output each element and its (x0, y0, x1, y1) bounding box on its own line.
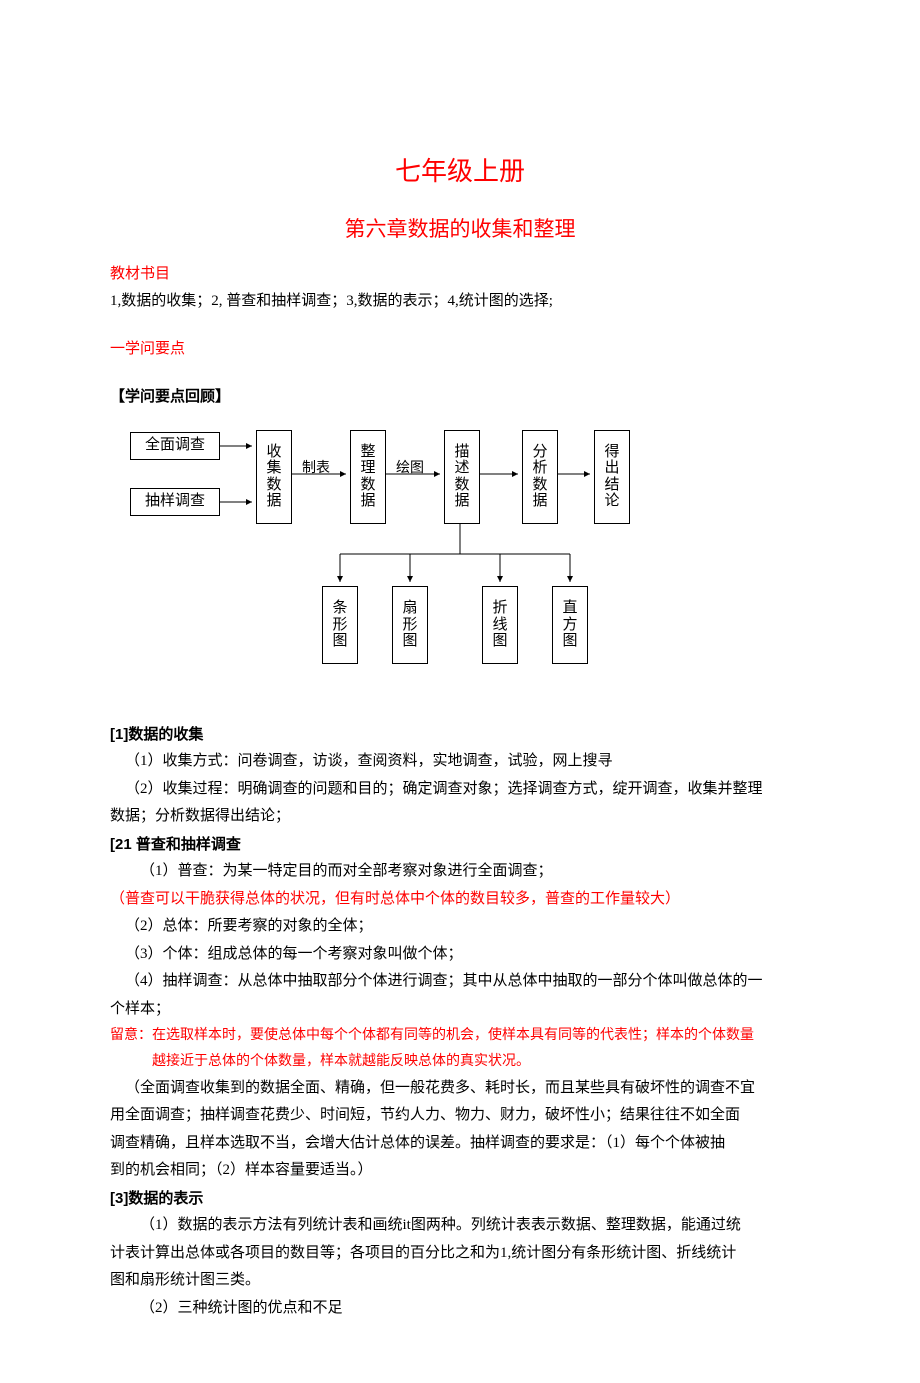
p-census-4a: （4）抽样调查：从总体中抽取部分个体进行调查；其中从总体中抽取的一部分个体叫做总… (110, 969, 810, 995)
fc-node-describe: 描 述 数 据 (444, 430, 480, 524)
fc-edge-label-draw: 绘图 (396, 457, 424, 481)
h-data-represent: [3]数据的表示 (110, 1186, 810, 1212)
p-census-3: （3）个体：组成总体的每一个考察对象叫做个体； (110, 942, 810, 968)
fc-edge-label-table: 制表 (302, 457, 330, 481)
p-rep-2: （2）三种统计图的优点和不足 (110, 1296, 810, 1322)
flowchart-arrows (130, 424, 730, 704)
p-compare-d: 到的机会相同；（2）样本容量要适当。） (110, 1158, 810, 1184)
p-census-2: （2）总体：所要考察的对象的全体； (110, 914, 810, 940)
p-note-red-b: 越接近于总体的个体数量，样本就越能反映总体的真实状况。 (110, 1050, 810, 1074)
h-data-collect: [1]数据的收集 (110, 722, 810, 748)
p-compare-a: （全面调查收集到的数据全面、精确，但一般花费多、耗时长，而且某些具有破坏性的调查… (110, 1076, 810, 1102)
fc-node-line: 折 线 图 (482, 586, 518, 664)
fc-node-pie: 扇 形 图 (392, 586, 428, 664)
fc-node-conclude: 得 出 结 论 (594, 430, 630, 524)
fc-node-collect: 收 集 数 据 (256, 430, 292, 524)
fc-node-organize: 整 理 数 据 (350, 430, 386, 524)
p-census-note-red: （普查可以干脆获得总体的状况，但有时总体中个体的数目较多，普查的工作量较大） (110, 887, 810, 913)
h-census-sample: [21 普查和抽样调查 (110, 832, 810, 858)
section-points-head: 一学问要点 (110, 337, 810, 363)
fc-node-hist: 直 方 图 (552, 586, 588, 664)
material-list: 1,数据的收集；2, 普查和抽样调查；3,数据的表示；4,统计图的选择; (110, 289, 810, 315)
fc-node-full-survey: 全面调查 (130, 432, 220, 460)
fc-node-sample-survey: 抽样调查 (130, 488, 220, 516)
fc-node-analyze: 分 析 数 据 (522, 430, 558, 524)
p-collect-2b: 数据；分析数据得出结论； (110, 804, 810, 830)
flowchart: 全面调查 抽样调查 收 集 数 据 整 理 数 据 描 述 数 据 分 析 数 … (130, 424, 810, 704)
p-collect-1: （1）收集方式：问卷调查，访谈，查阅资料，实地调查，试验，网上搜寻 (110, 749, 810, 775)
fc-node-bar: 条 形 图 (322, 586, 358, 664)
p-note-red-a: 留意：在选取样本时，要使总体中每个个体都有同等的机会，使样本具有同等的代表性；样… (110, 1024, 810, 1048)
review-head: 【学问要点回顾】 (110, 384, 810, 410)
p-rep-1a: （1）数据的表示方法有列统计表和画统it图两种。列统计表表示数据、整理数据，能通… (110, 1213, 810, 1239)
main-title: 七年级上册 (110, 150, 810, 194)
p-census-1: （1）普查：为某一特定目的而对全部考察对象进行全面调查； (110, 859, 810, 885)
p-rep-1c: 图和扇形统计图三类。 (110, 1268, 810, 1294)
sub-title: 第六章数据的收集和整理 (110, 212, 810, 248)
p-collect-2a: （2）收集过程：明确调查的问题和目的；确定调查对象；选择调查方式，绽开调查，收集… (110, 777, 810, 803)
section-material-head: 教材书目 (110, 262, 810, 288)
p-compare-b: 用全面调查；抽样调查花费少、时间短，节约人力、物力、财力，破坏性小；结果往往不如… (110, 1103, 810, 1129)
material-text: 1,数据的收集；2, 普查和抽样调查；3,数据的表示；4,统计图的选择; (110, 293, 553, 309)
p-compare-c: 调查精确，且样本选取不当，会增大估计总体的误差。抽样调查的要求是：（1）每个个体… (110, 1131, 810, 1157)
p-census-4b: 个样本； (110, 997, 810, 1023)
p-rep-1b: 计表计算出总体或各项目的数目等；各项目的百分比之和为1,统计图分有条形统计图、折… (110, 1241, 810, 1267)
